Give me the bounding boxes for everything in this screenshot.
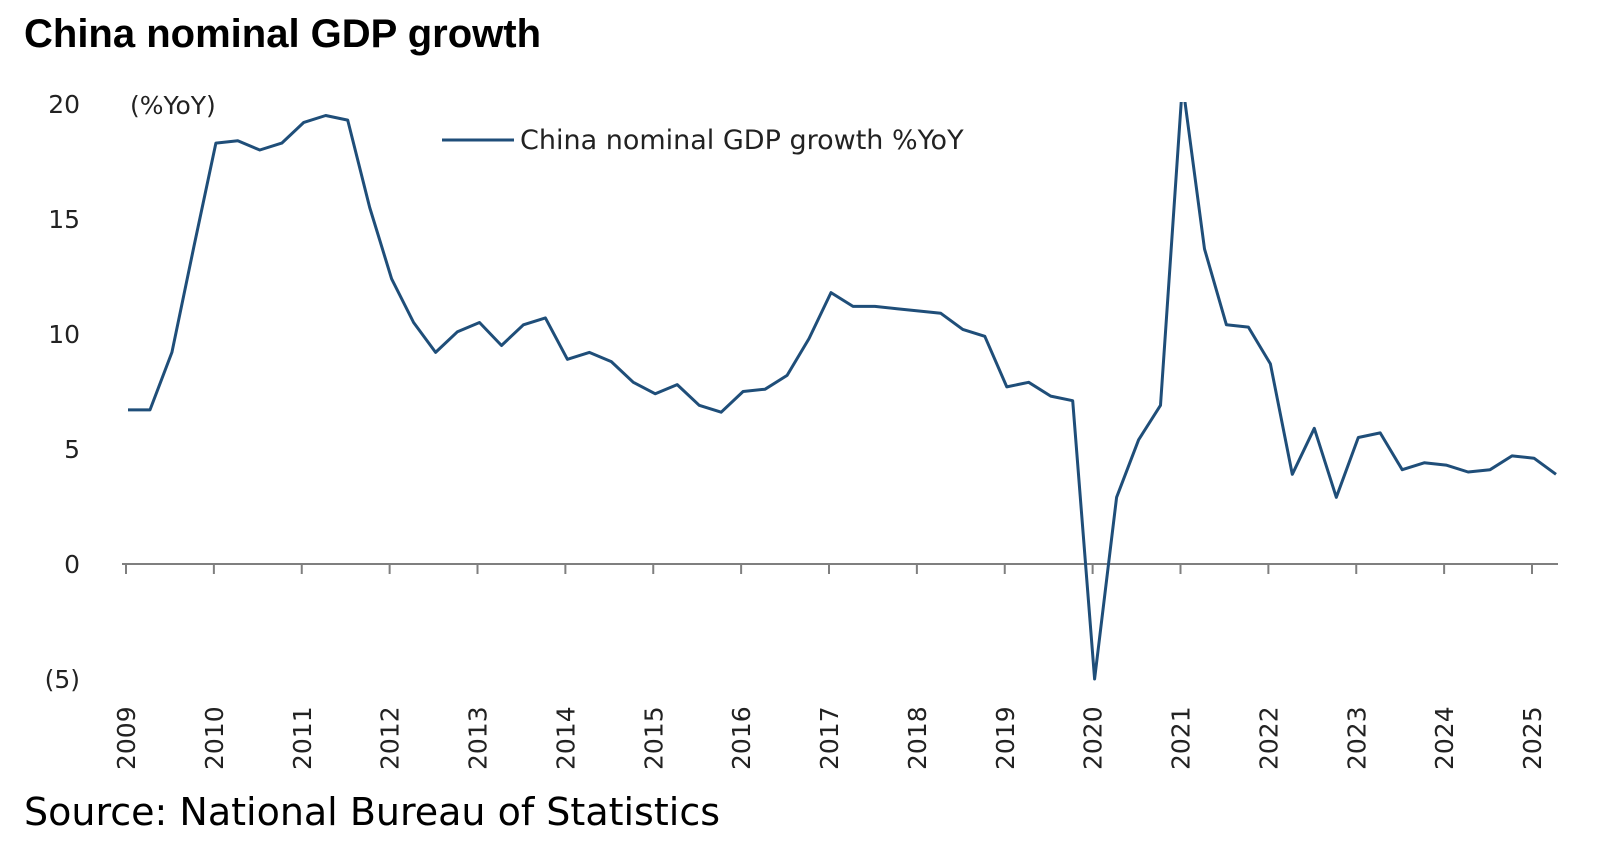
x-tick-label: 2020	[1079, 706, 1108, 770]
y-tick-label: 0	[64, 550, 80, 579]
legend: China nominal GDP growth %YoY	[442, 125, 964, 156]
y-unit-label: (%YoY)	[130, 91, 216, 120]
y-tick-label: 20	[48, 90, 80, 119]
y-tick-label: (5)	[45, 665, 80, 694]
series-group	[128, 102, 1557, 681]
y-tick-label: 15	[48, 205, 80, 234]
x-tick-label: 2013	[464, 706, 493, 770]
x-axis: 2009 2010 2011 2012 2013 2014 2015 2016 2017 2018…	[112, 563, 1558, 770]
y-tick-label: 10	[48, 320, 80, 349]
x-tick-label: 2022	[1254, 706, 1283, 770]
x-tick-label: 2015	[639, 706, 668, 770]
x-tick-label: 2009	[112, 706, 141, 770]
x-tick-label: 2021	[1167, 706, 1196, 770]
x-tick-label: 2012	[376, 706, 405, 770]
x-tick-label: 2025	[1518, 706, 1547, 770]
x-tick-label: 2014	[551, 706, 580, 770]
x-tick-label: 2018	[903, 706, 932, 770]
x-tick-label: 2019	[991, 706, 1020, 770]
series-line-nominal-gdp	[128, 102, 1557, 681]
x-tick-label: 2017	[815, 706, 844, 770]
y-tick-label: 5	[64, 435, 80, 464]
x-tick-label: 2016	[727, 706, 756, 770]
legend-label: China nominal GDP growth %YoY	[520, 125, 964, 156]
x-tick-label: 2011	[288, 706, 317, 770]
chart-title: China nominal GDP growth	[24, 12, 542, 56]
x-tick-label: 2023	[1342, 706, 1371, 770]
x-tick-label: 2024	[1430, 706, 1459, 770]
y-axis-labels: 20 15 10 5 0 (5)	[45, 90, 80, 694]
x-tick-label: 2010	[200, 706, 229, 770]
source-note: Source: National Bureau of Statistics	[24, 790, 721, 834]
